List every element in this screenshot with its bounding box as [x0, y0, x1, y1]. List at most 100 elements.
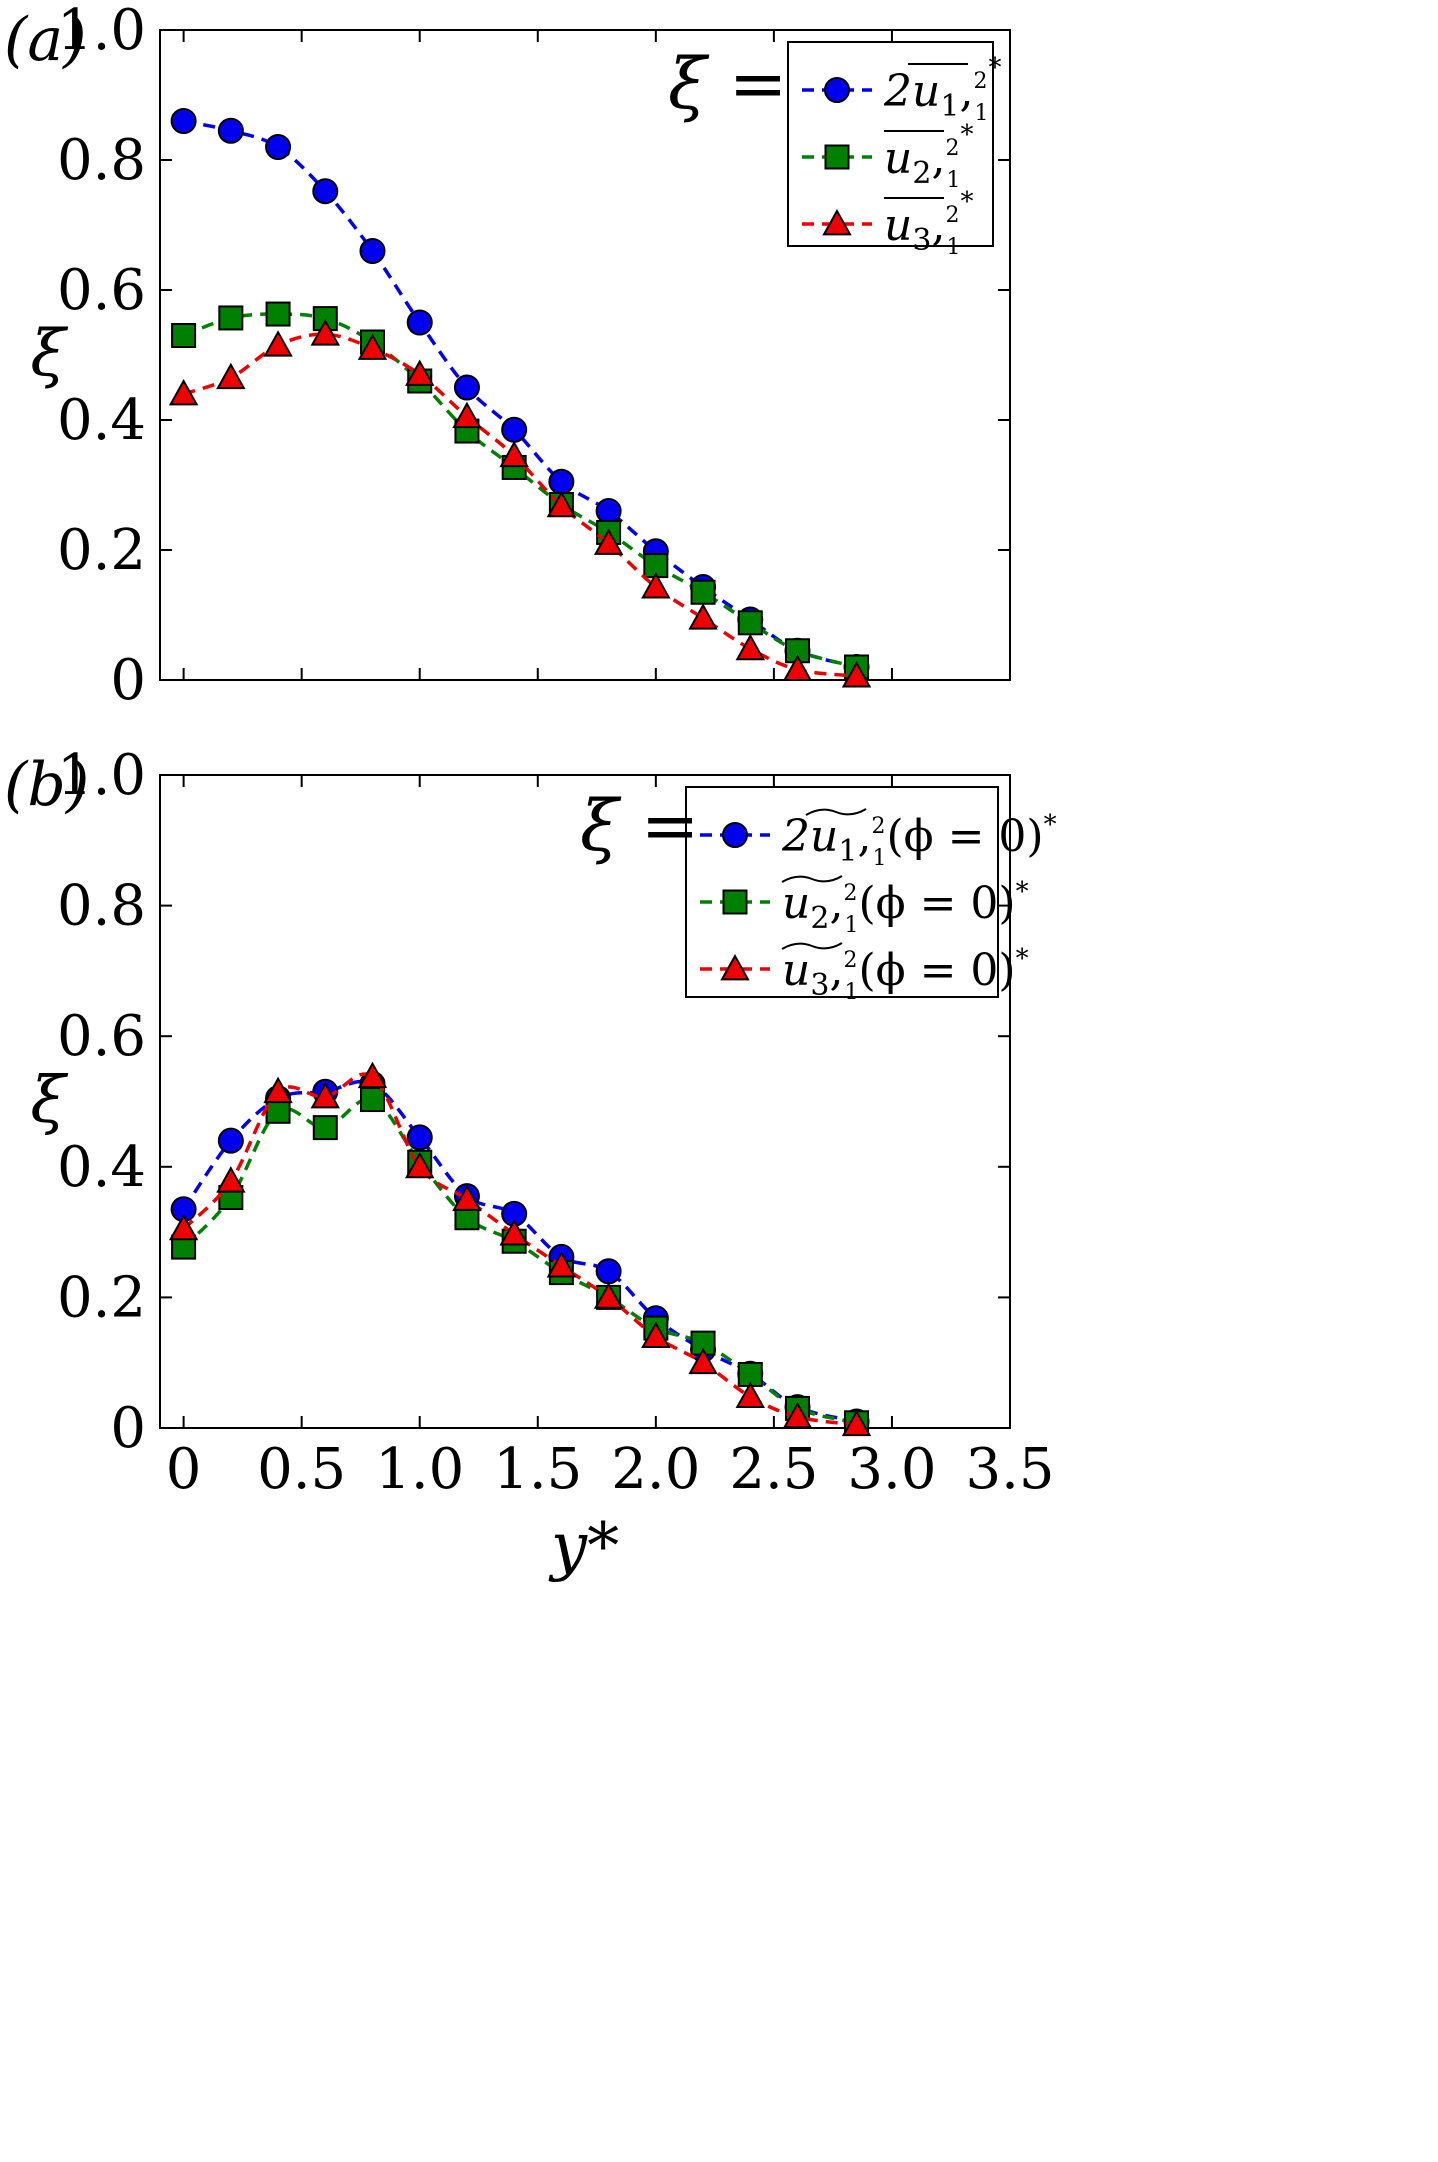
legend-label: u2,2 1* — [884, 120, 973, 193]
data-point — [310, 1081, 340, 1109]
data-point — [593, 1282, 624, 1309]
legend-label: u2,2 1(ϕ = 0)* — [782, 877, 1029, 938]
y-tick-label: 0.8 — [57, 128, 146, 193]
data-point — [688, 603, 718, 630]
legend-label: u3,2 1* — [884, 187, 973, 260]
tilde-accent — [781, 875, 843, 883]
data-point — [595, 1258, 622, 1285]
legend-title: ξ = — [580, 785, 699, 867]
data-point — [217, 1127, 244, 1154]
data-point — [452, 1184, 482, 1211]
legend: ξ = 2u1,2 1*u2,2 1*u3,2 1* — [668, 41, 1001, 260]
series-line — [183, 119, 857, 669]
data-point — [406, 309, 433, 336]
y-tick-label: 0 — [110, 648, 146, 713]
data-point — [735, 633, 765, 661]
y-tick-label: 0.2 — [57, 1265, 146, 1330]
data-point — [168, 1213, 199, 1241]
series-triangle — [168, 1061, 872, 1437]
y-axis-label: ξ — [30, 1064, 68, 1138]
y-tick-label: 0.6 — [57, 1004, 146, 1069]
data-point — [405, 1151, 435, 1179]
y-tick-label: 0 — [110, 1396, 146, 1461]
data-point — [452, 401, 482, 429]
data-point — [312, 178, 339, 205]
y-tick-label: 0.6 — [57, 258, 146, 323]
y-tick-label: 0.2 — [57, 518, 146, 583]
legend-box — [787, 41, 994, 247]
data-point — [168, 378, 199, 406]
legend-marker — [722, 889, 748, 915]
data-point — [265, 134, 292, 160]
data-point — [216, 362, 246, 390]
y-axis-label: ξ — [30, 317, 68, 391]
data-point — [782, 654, 813, 681]
legend-label: 2u1,2 1* — [883, 53, 1001, 126]
data-point — [171, 323, 197, 348]
data-point — [217, 117, 244, 144]
legend-title: ξ = — [668, 43, 787, 125]
legend-marker — [822, 208, 852, 236]
legend-marker — [824, 77, 850, 103]
y-tick-label: 1.0 — [57, 0, 146, 63]
data-point — [263, 330, 293, 357]
data-point — [546, 490, 577, 518]
y-tick-label: 1.0 — [57, 743, 146, 808]
x-tick-label: 0 — [166, 1437, 202, 1502]
data-point — [170, 108, 197, 134]
x-tick-label: 1.5 — [493, 1437, 582, 1502]
x-tick-label: 3.0 — [847, 1437, 936, 1502]
y-tick-label: 0.8 — [57, 874, 146, 939]
data-point — [263, 1076, 293, 1104]
series-triangle — [168, 319, 872, 688]
legend-label: 2u1,2 1(ϕ = 0)* — [781, 810, 1057, 871]
data-point — [595, 498, 622, 524]
y-tick-label: 0.4 — [57, 388, 146, 453]
x-tick-label: 2.5 — [729, 1437, 818, 1502]
y-tick-label: 0.4 — [57, 1135, 146, 1200]
chart-panel-a: 0 0.2 0.4 0.6 0.8 1.0(a) ξ ξ = 2u1,2 1*u2,2 1*u3,2… — [4, 0, 1011, 713]
x-tick-label: 3.5 — [965, 1437, 1054, 1502]
data-point — [546, 1250, 577, 1278]
data-point — [841, 1409, 872, 1437]
data-point — [312, 1115, 338, 1141]
plot-frame — [159, 774, 1011, 1429]
data-point — [357, 333, 388, 360]
tilde-accent — [805, 808, 867, 816]
x-tick-label: 1.0 — [375, 1437, 464, 1502]
data-point — [499, 1218, 529, 1246]
data-point — [216, 1166, 246, 1193]
data-point — [641, 1321, 671, 1348]
legend-marker — [722, 822, 748, 848]
data-point — [405, 359, 435, 386]
legend-marker — [824, 144, 850, 170]
data-point — [360, 1087, 385, 1113]
tilde-accent — [781, 942, 843, 950]
data-point — [690, 579, 716, 605]
legend: ξ = 2u1,2 1(ϕ = 0)*u2,2 1(ϕ = 0)*u3,2 1(ϕ = … — [580, 785, 1057, 1005]
panel-label: (b) — [4, 750, 89, 820]
data-point — [359, 238, 386, 264]
data-point — [265, 1098, 291, 1124]
x-axis-label: y* — [548, 1510, 619, 1584]
data-point — [782, 1401, 813, 1429]
x-tick-label: 0.5 — [257, 1437, 346, 1502]
data-point — [218, 305, 244, 331]
plot-frame — [159, 29, 1011, 681]
data-point — [453, 374, 480, 401]
panel-label: (a) — [4, 5, 87, 75]
data-point — [737, 610, 763, 636]
data-point — [406, 1124, 433, 1151]
chart-panel-b: 0 0.2 0.4 0.6 0.8 1.0 0 0.5 1.0 1.5 2.0 2.5 3.0 3.5 (b… — [4, 743, 1057, 1584]
legend-marker — [720, 953, 750, 981]
legend-label: u3,2 1(ϕ = 0)* — [782, 944, 1029, 1005]
data-point — [265, 301, 291, 327]
data-point — [593, 528, 624, 555]
data-point — [310, 319, 340, 346]
data-point — [548, 468, 575, 495]
data-point — [688, 1347, 718, 1375]
data-point — [841, 661, 872, 688]
data-point — [501, 416, 528, 443]
x-tick-label: 2.0 — [611, 1437, 700, 1502]
